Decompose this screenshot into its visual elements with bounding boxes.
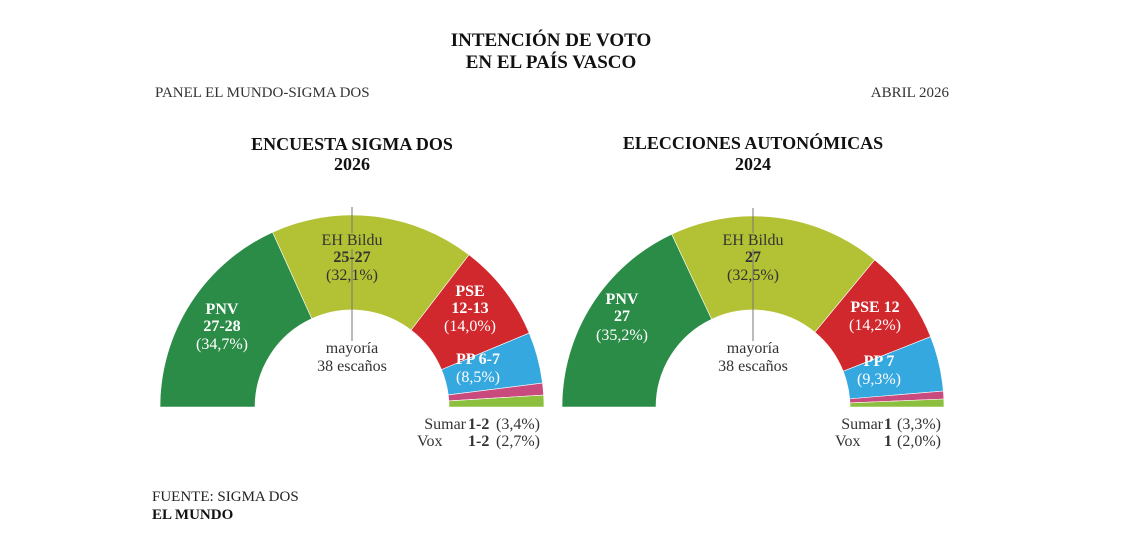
chart1-slice-vox — [448, 394, 545, 408]
chart1-title: ENCUESTA SIGMA DOS — [251, 134, 453, 154]
title-line2: EN EL PAÍS VASCO — [465, 52, 637, 73]
chart1-pnv-seats: 27-28 — [203, 318, 241, 335]
chart2-pp-name: PP — [863, 353, 883, 370]
chart1-year: 2026 — [334, 154, 370, 174]
chart2-vox-name: Vox — [835, 433, 861, 450]
chart2-pnv-pct: (35,2%) — [596, 327, 648, 344]
chart2-slice-vox — [849, 398, 945, 408]
chart2-sumar-pct: (3,3%) — [897, 416, 941, 433]
chart1-sumar-name: Sumar — [424, 416, 466, 433]
publisher-label: EL MUNDO — [152, 507, 234, 523]
chart1-majority-seats: 38 escaños — [317, 358, 387, 375]
chart2-slice-pnv — [561, 233, 713, 408]
chart1-bildu-pct: (32,1%) — [326, 267, 378, 284]
panel-label: PANEL EL MUNDO-SIGMA DOS — [155, 85, 370, 101]
chart1-pp-name: PP — [456, 351, 475, 368]
chart2-pse-label: PSE 12 — [850, 300, 899, 316]
chart2-majority-label: mayoría — [726, 340, 780, 357]
chart1-pp-seats: 6-7 — [478, 351, 500, 368]
chart2-pp-seats: 7 — [886, 353, 895, 370]
chart2-sumar-seats: 1 — [884, 416, 892, 433]
chart1-bildu-name: EH Bildu — [318, 233, 386, 249]
chart1-vox-name: Vox — [417, 433, 443, 450]
chart2-vox-pct: (2,0%) — [897, 433, 941, 450]
chart1-pse-seats: 12-13 — [451, 300, 489, 317]
chart1-majority-label: mayoría — [325, 340, 379, 357]
chart1-sumar-seats: 1-2 — [468, 416, 490, 433]
chart2-bildu-name: EH Bildu — [719, 233, 787, 249]
chart1-pse-name: PSE — [455, 283, 485, 300]
chart1-vox-seats: 1-2 — [468, 433, 490, 450]
chart1-slice-pnv — [159, 231, 313, 408]
chart2-year: 2024 — [735, 154, 771, 174]
chart2-title: ELECCIONES AUTONÓMICAS — [622, 133, 884, 153]
chart1-pnv-pct: (34,7%) — [196, 336, 248, 353]
chart1-pnv-name: PNV — [205, 301, 239, 318]
chart1-pp-pct: (8,5%) — [456, 369, 500, 386]
chart2-majority-seats: 38 escaños — [718, 358, 788, 375]
chart2-pnv-name: PNV — [605, 291, 639, 308]
chart2-vox-seats: 1 — [884, 433, 892, 450]
chart2-pp-pct: (9,3%) — [857, 371, 901, 388]
chart2-bildu-seats: 27 — [745, 249, 761, 266]
title-line1: INTENCIÓN DE VOTO — [450, 30, 652, 51]
chart1-pse-pct: (14,0%) — [444, 318, 496, 335]
chart2-pse-seats: 12 — [883, 299, 900, 316]
chart2-pse-pct: (14,2%) — [849, 317, 901, 334]
chart2-pse-name: PSE — [850, 299, 880, 316]
date-label: ABRIL 2026 — [870, 85, 949, 101]
chart2-pp-label: PP 7 — [864, 354, 895, 370]
chart1-sumar-pct: (3,4%) — [496, 416, 540, 433]
chart2-sumar-name: Sumar — [841, 416, 883, 433]
chart2-pnv-seats: 27 — [614, 308, 630, 325]
chart1-bildu-seats: 25-27 — [333, 249, 371, 266]
source-label: FUENTE: SIGMA DOS — [152, 489, 299, 505]
chart2-bildu-pct: (32,5%) — [727, 267, 779, 284]
chart1-pp-label: PP 6-7 — [456, 352, 500, 368]
chart1-vox-pct: (2,7%) — [496, 433, 540, 450]
